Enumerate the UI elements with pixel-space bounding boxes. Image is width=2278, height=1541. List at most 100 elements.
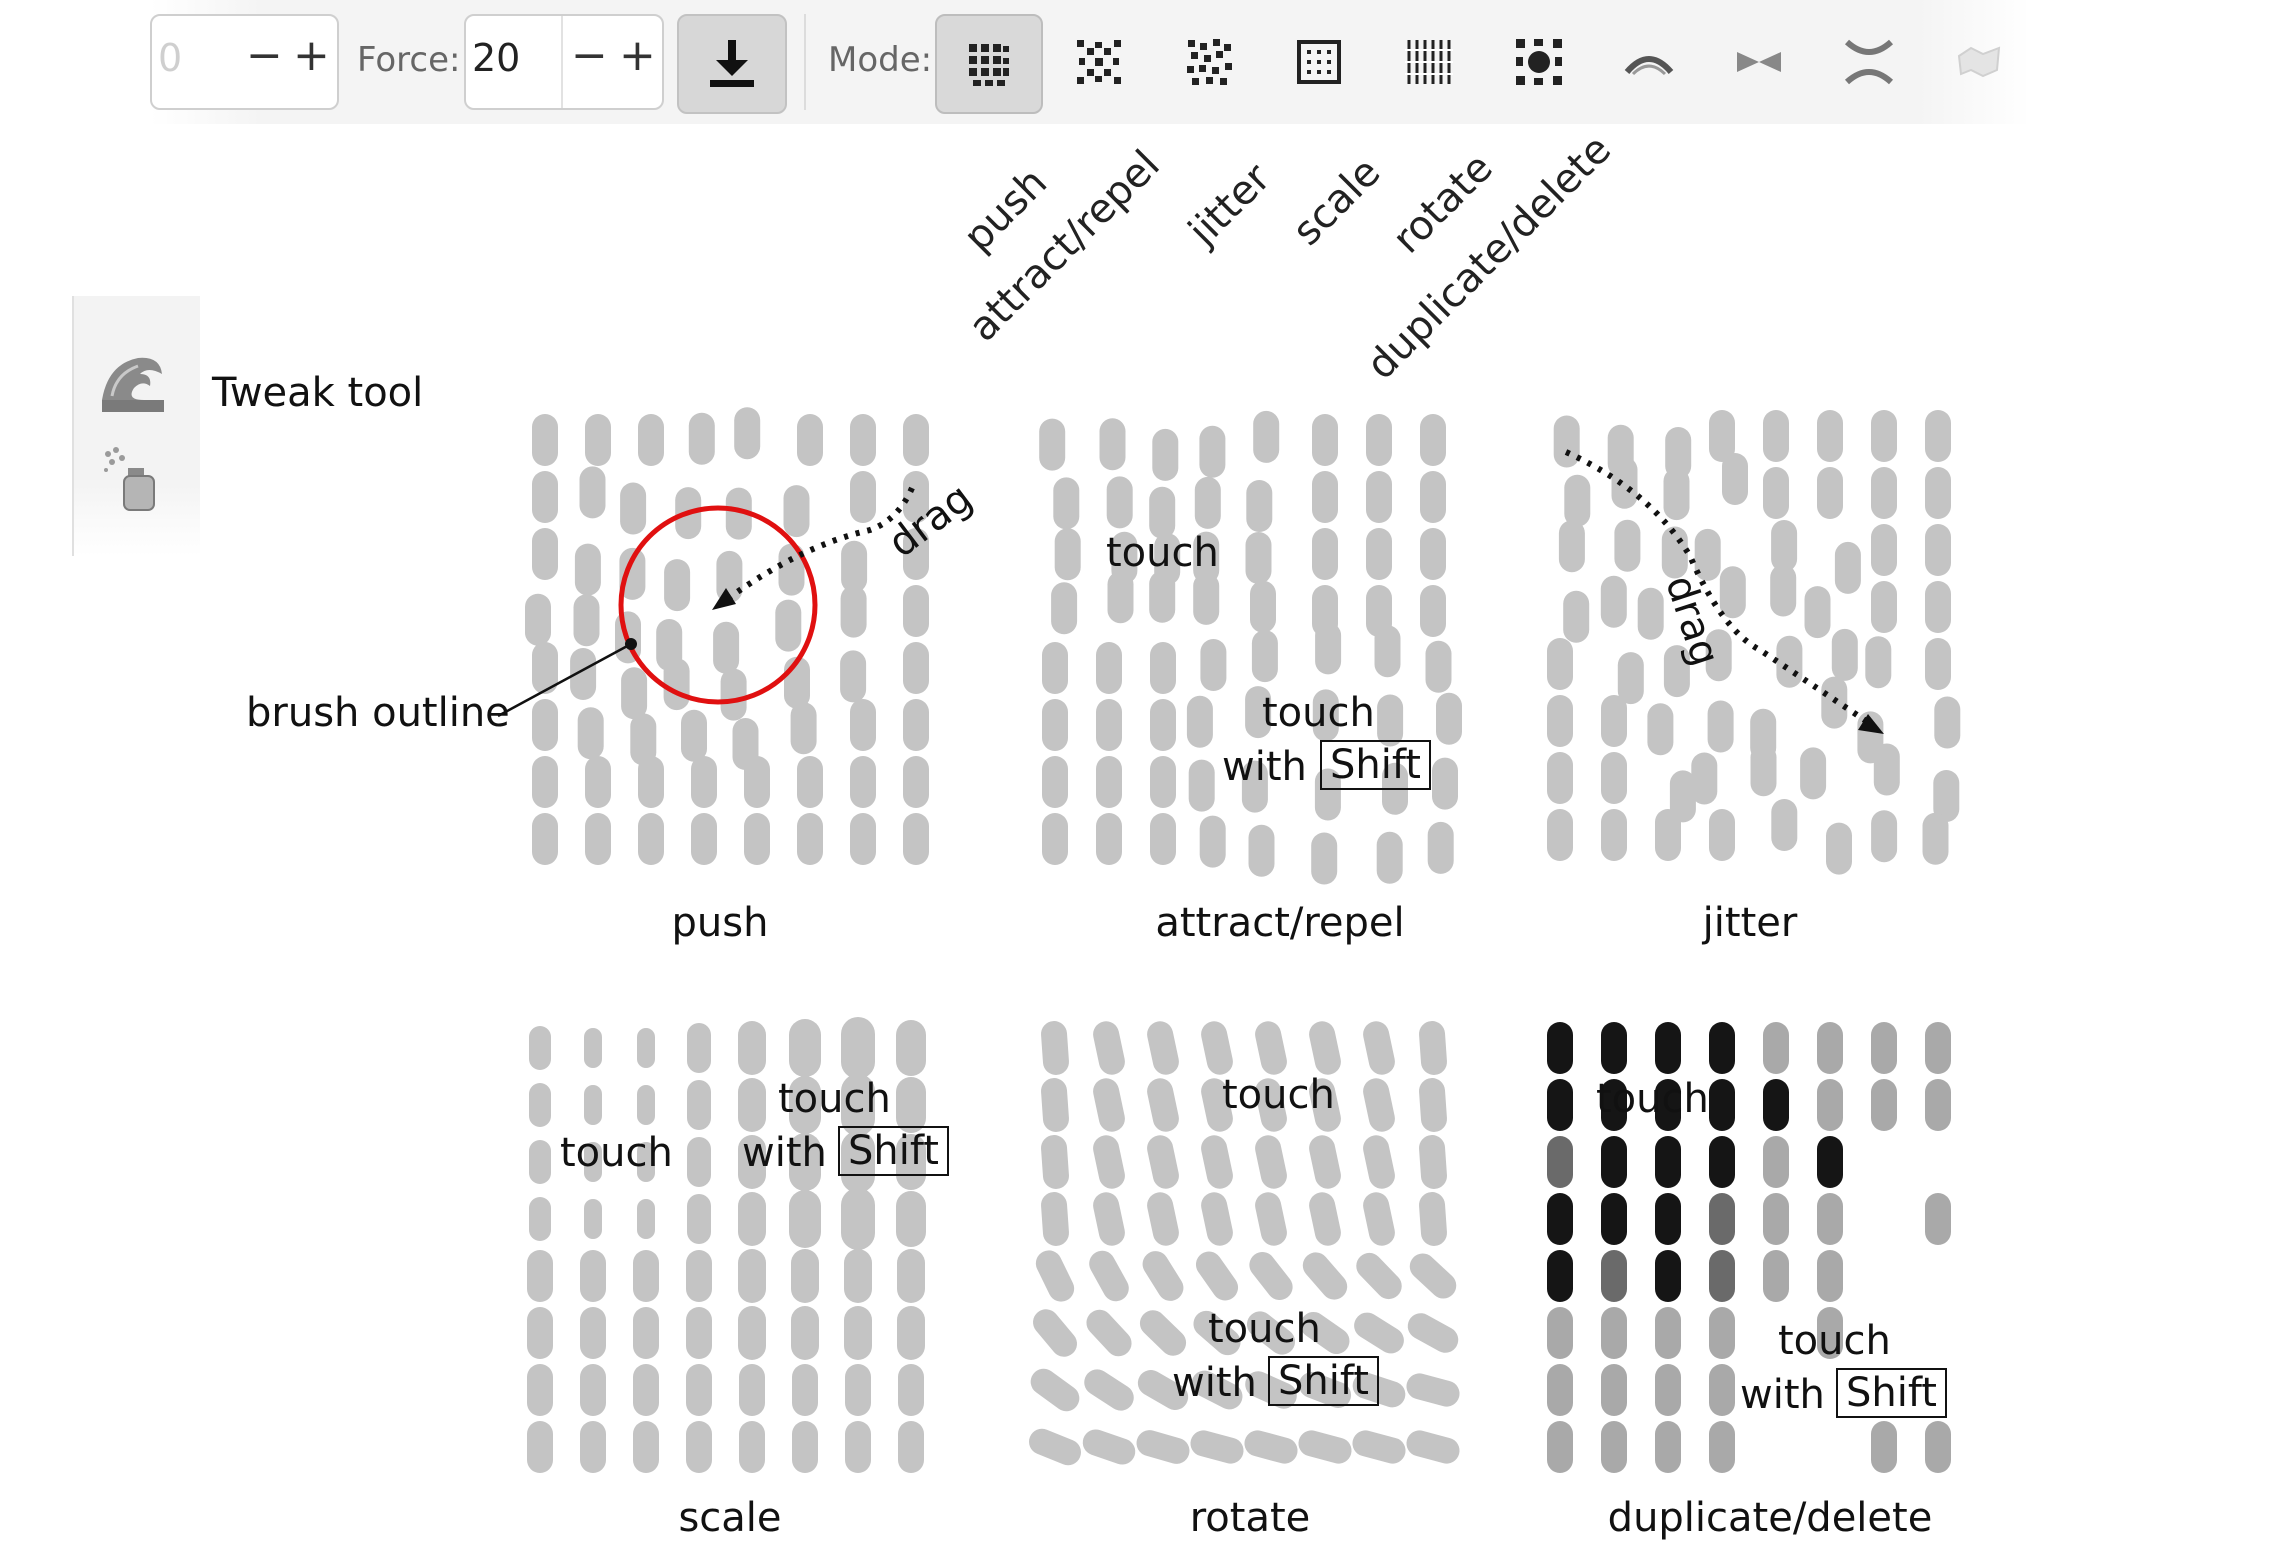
push-pill <box>903 414 929 466</box>
push-pill <box>840 585 867 638</box>
duplicate-delete-pill <box>1601 1136 1627 1188</box>
push-pill <box>725 487 752 540</box>
scale-pill <box>897 1249 925 1303</box>
jitter-pill <box>1547 695 1573 747</box>
rotate-pill <box>1089 1250 1129 1302</box>
rotate-pill <box>1419 1078 1447 1132</box>
duplicate-delete-pill <box>1655 1250 1681 1302</box>
scale-shift-touch-label: touch <box>778 1076 891 1122</box>
previous-spinbox[interactable] <box>150 14 339 110</box>
duplicate-delete-mode-button[interactable] <box>1487 14 1591 110</box>
scale-pill <box>841 1131 875 1193</box>
rotate-pill <box>1193 1310 1241 1356</box>
attract-repel-pill <box>1253 410 1280 463</box>
push-pill <box>621 667 648 720</box>
rotate-pill <box>1363 1078 1395 1132</box>
jitter-pill <box>1933 770 1960 822</box>
attract-repel-pill <box>1376 831 1403 884</box>
attract-repel-pill <box>1054 528 1081 581</box>
jitter-pill <box>1614 519 1641 572</box>
force-minus-button[interactable]: − <box>571 30 608 81</box>
scale-pill <box>686 1250 712 1302</box>
rotate-shift-touch-label: touch <box>1208 1306 1321 1352</box>
scale-pill <box>584 1085 602 1125</box>
push-pill <box>532 528 558 580</box>
rotate-pill <box>1363 1135 1395 1189</box>
mode-label: Mode: <box>828 40 933 80</box>
rotate-mode-button[interactable] <box>1377 14 1481 110</box>
shrink-path-mode-button[interactable] <box>1597 14 1701 110</box>
jitter-pill <box>1601 752 1627 804</box>
scale-pill <box>841 1017 875 1079</box>
rotate-pill <box>1041 1078 1069 1132</box>
jitter-pill <box>1661 526 1688 579</box>
attract-repel-mode-button[interactable] <box>1047 14 1151 110</box>
force-value[interactable]: 20 <box>472 36 521 80</box>
push-mode-button[interactable] <box>935 14 1043 114</box>
push-pill <box>850 471 876 523</box>
pull-path-mode-button[interactable] <box>1707 14 1811 110</box>
attract-repel-pill <box>1425 640 1452 693</box>
scale-pill <box>584 1199 602 1239</box>
jitter-pill <box>1865 636 1892 689</box>
force-spinbox[interactable] <box>464 14 664 110</box>
jitter-pill <box>1553 415 1580 468</box>
duplicate-delete-pill <box>1655 1079 1681 1131</box>
previous-minus-button[interactable]: − <box>246 30 283 81</box>
push-pill <box>734 407 761 460</box>
duplicate-delete-pill <box>1601 1421 1627 1473</box>
duplicate-delete-pill <box>1817 1022 1843 1074</box>
scale-pill <box>896 1020 926 1076</box>
scale-pill <box>739 1421 765 1473</box>
attract-repel-pill <box>1199 425 1226 478</box>
jitter-pill <box>1922 812 1949 865</box>
jitter-pill <box>1934 696 1961 749</box>
tweak-tool-button[interactable] <box>98 344 168 420</box>
attract-repel-pill <box>1194 476 1221 529</box>
jitter-pill <box>1663 645 1690 698</box>
push-pill <box>850 756 876 808</box>
push-pill <box>532 642 558 694</box>
jitter-pill <box>1817 410 1843 462</box>
attract-repel-pill <box>1311 832 1338 885</box>
scale-pill <box>791 1249 819 1303</box>
rotate-pill <box>1147 1135 1179 1189</box>
push-pill <box>797 414 823 466</box>
attract-repel-pill <box>1188 759 1215 812</box>
duplicate-delete-pill <box>1547 1079 1573 1131</box>
scale-pill <box>584 1028 602 1068</box>
spray-tool-button[interactable] <box>102 444 172 518</box>
color-paint-mode-button[interactable] <box>1927 14 2031 110</box>
jitter-pill <box>1611 456 1638 509</box>
scale-pill <box>580 1364 606 1416</box>
rotate-pill <box>1082 1429 1136 1465</box>
rotate-pill <box>1244 1430 1298 1464</box>
rotate-pill <box>1029 1428 1081 1466</box>
force-plus-button[interactable]: + <box>619 30 656 81</box>
push-pill <box>579 466 606 519</box>
jitter-mode-button[interactable] <box>1157 14 1261 110</box>
rotate-pill <box>1298 1371 1352 1409</box>
attract-repel-pill <box>1042 642 1068 694</box>
scale-pill <box>687 1023 711 1073</box>
duplicate-delete-pill <box>1709 1022 1735 1074</box>
rotate-pill <box>1093 1078 1125 1132</box>
push-pill <box>850 699 876 751</box>
rotate-pill <box>1363 1192 1395 1246</box>
previous-plus-button[interactable]: + <box>293 30 330 81</box>
scale-pill <box>789 1190 821 1248</box>
panel-title-scale: scale <box>678 1495 782 1541</box>
pressure-button[interactable] <box>677 14 787 114</box>
duplicate-delete-pill <box>1709 1307 1735 1359</box>
scale-mode-button[interactable] <box>1267 14 1371 110</box>
roughen-mode-button[interactable] <box>1817 14 1921 110</box>
scale-pill <box>738 1078 766 1132</box>
duplicate-delete-pill <box>1817 1250 1843 1302</box>
push-pill <box>903 585 929 637</box>
scale-pill <box>527 1364 553 1416</box>
attract-repel-pill <box>1366 528 1392 580</box>
scale-pill <box>686 1307 712 1359</box>
jitter-pill <box>1831 628 1858 681</box>
duplicate-delete-pill <box>1547 1307 1573 1359</box>
duplicate-delete-pill <box>1655 1193 1681 1245</box>
